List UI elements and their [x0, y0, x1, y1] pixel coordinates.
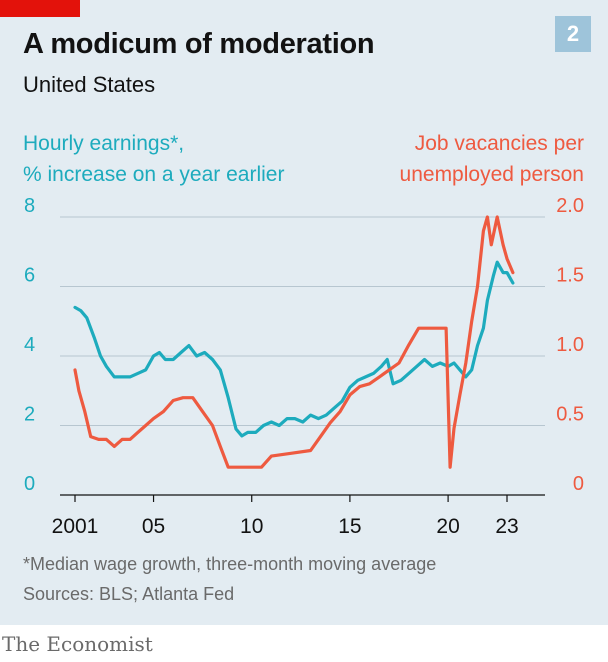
- left-tick-label: 0: [24, 473, 35, 495]
- right-axis-label-line-1: Job vacancies per: [414, 132, 584, 155]
- job-vacancies-line: [73, 215, 515, 469]
- publisher-brand: The Economist: [2, 632, 153, 656]
- left-axis-label-line-1: Hourly earnings*,: [23, 132, 185, 155]
- left-axis-label-line-2: % increase on a year earlier: [23, 163, 285, 186]
- chart-number-badge: 2: [555, 16, 591, 52]
- x-tick-label: 10: [240, 515, 263, 538]
- x-tick-label: 23: [495, 515, 518, 538]
- right-tick-label: 1.5: [556, 265, 584, 287]
- chart-title: A modicum of moderation: [23, 28, 375, 60]
- left-tick-label: 2: [24, 404, 35, 426]
- right-tick-label: 0.5: [556, 404, 584, 426]
- x-tick-label: 15: [338, 515, 361, 538]
- chart-subtitle: United States: [23, 72, 156, 97]
- hourly-earnings-line: [73, 260, 515, 438]
- left-tick-label: 6: [24, 265, 35, 287]
- right-tick-label: 1.0: [556, 334, 584, 356]
- chart-panel: [0, 0, 608, 625]
- right-tick-label: 0: [573, 473, 584, 495]
- brand-red-tag: [0, 0, 80, 17]
- line-chart: 0 0 2 0.5 4 1.0 6 1.5 8 2.0 2001 05 10 15 20 23: [24, 195, 584, 538]
- sources-note: Sources: BLS; Atlanta Fed: [23, 584, 235, 604]
- right-tick-label: 2.0: [556, 195, 584, 217]
- x-tick-label: 20: [436, 515, 459, 538]
- footnote: *Median wage growth, three-month moving …: [23, 554, 437, 574]
- x-tick-label: 2001: [52, 515, 99, 538]
- left-axis-label: Hourly earnings*, % increase on a year e…: [23, 128, 284, 190]
- x-tick-label: 05: [142, 515, 165, 538]
- right-axis-label-line-2: unemployed person: [399, 163, 584, 186]
- left-tick-label: 8: [24, 195, 35, 217]
- left-tick-label: 4: [24, 334, 35, 356]
- right-axis-label: Job vacancies per unemployed person: [400, 128, 584, 190]
